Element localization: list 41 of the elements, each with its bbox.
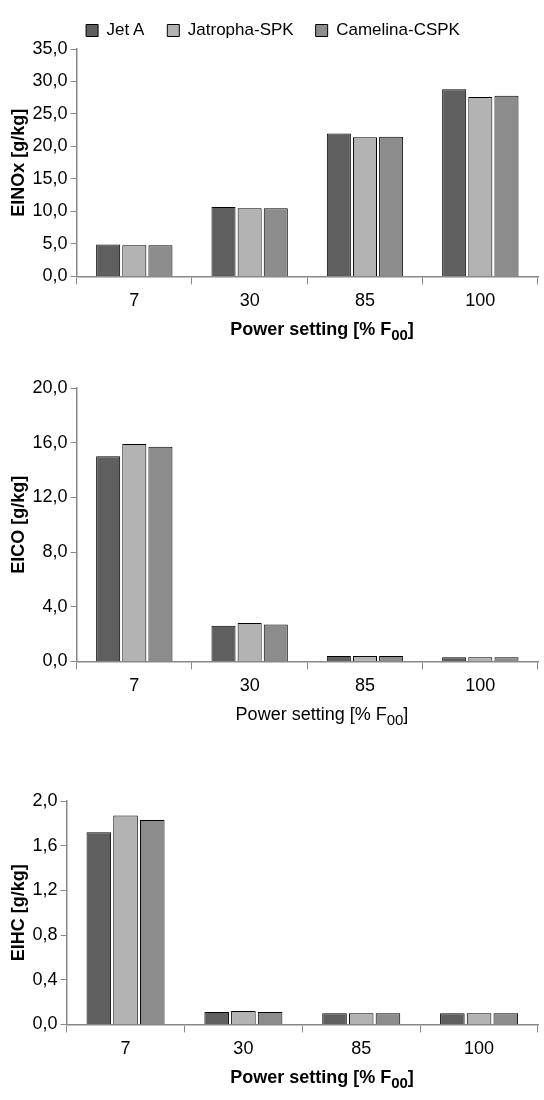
x-tick-label: 100	[465, 674, 496, 695]
x-tick-label: 30	[239, 674, 260, 695]
y-tick-label: 15,0	[32, 167, 68, 188]
y-tick-label: 0,0	[42, 649, 68, 670]
x-tick-label: 85	[354, 674, 375, 695]
x-axis-title: Power setting [% F$_{00}$]	[234, 702, 410, 730]
y-tick-label: 35,0	[32, 37, 68, 58]
y-tick-label: 1,2	[32, 879, 58, 900]
y-tick-label: 30,0	[32, 70, 68, 91]
y-tick-label: 16,0	[32, 431, 68, 452]
y-tick-label: 2,0	[32, 790, 58, 811]
y-tick-label: 0,0	[32, 1013, 58, 1034]
x-tick-label: 7	[120, 1038, 131, 1059]
legend-label: Jatropha-SPK	[187, 20, 295, 40]
y-tick-label: 0,4	[32, 968, 58, 989]
y-tick-label: 10,0	[32, 200, 68, 221]
y-tick-label: 8,0	[42, 540, 68, 561]
x-axis-title: Power setting [% F$_{00}$]	[229, 318, 415, 345]
x-axis-title: Power setting [% F$_{00}$]	[229, 1066, 415, 1093]
y-axis-title: EIHC [g/kg]	[7, 864, 28, 962]
y-tick-label: 20,0	[32, 135, 68, 156]
x-tick-label: 100	[465, 290, 496, 311]
legend-label: Jet A	[106, 20, 146, 40]
x-tick-label: 30	[239, 290, 260, 311]
x-tick-label: 85	[351, 1038, 372, 1059]
x-tick-label: 7	[129, 290, 140, 311]
y-axis-title: EICO [g/kg]	[7, 475, 28, 574]
y-tick-label: 25,0	[32, 102, 68, 123]
x-tick-label: 100	[464, 1038, 495, 1059]
x-tick-label: 30	[233, 1038, 254, 1059]
y-tick-label: 0,8	[32, 924, 58, 945]
x-tick-label: 85	[354, 290, 375, 311]
y-tick-label: 20,0	[32, 376, 68, 397]
y-tick-label: 12,0	[32, 485, 68, 506]
legend-label: Camelina-CSPK	[336, 20, 461, 40]
y-tick-label: 4,0	[42, 595, 68, 616]
y-tick-label: 0,0	[42, 265, 68, 286]
y-axis-title: EINOx [g/kg]	[7, 108, 28, 217]
y-tick-label: 5,0	[42, 232, 68, 253]
x-tick-label: 7	[129, 674, 140, 695]
y-tick-label: 1,6	[32, 834, 58, 855]
